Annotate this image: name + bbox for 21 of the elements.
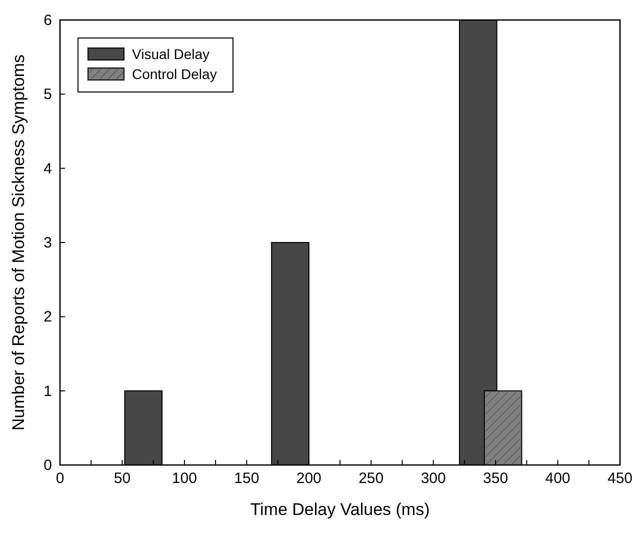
x-tick-label: 50 [114,470,131,487]
x-tick-label: 150 [234,470,260,487]
y-tick-label: 2 [44,308,52,326]
x-tick-label: 300 [420,470,446,487]
y-tick-label: 6 [44,12,52,29]
x-axis-title: Time Delay Values (ms) [250,500,430,519]
x-tick-label: 450 [607,470,633,487]
y-axis-title: Number of Reports of Motion Sickness Symptoms [9,54,28,431]
y-tick-label: 3 [44,234,52,252]
legend-label: Visual Delay [132,46,210,62]
legend-label: Control Delay [132,66,217,82]
y-tick-label: 5 [44,86,52,104]
x-tick-label: 400 [545,470,570,487]
y-tick-label: 1 [44,382,52,400]
x-tick-label: 250 [358,470,384,487]
y-tick-label: 4 [44,160,52,178]
x-tick-label: 100 [172,470,197,487]
x-tick-label: 350 [483,470,508,487]
x-tick-label: 200 [296,470,322,487]
y-tick-label: 0 [44,457,52,474]
x-tick-label: 0 [56,470,64,487]
